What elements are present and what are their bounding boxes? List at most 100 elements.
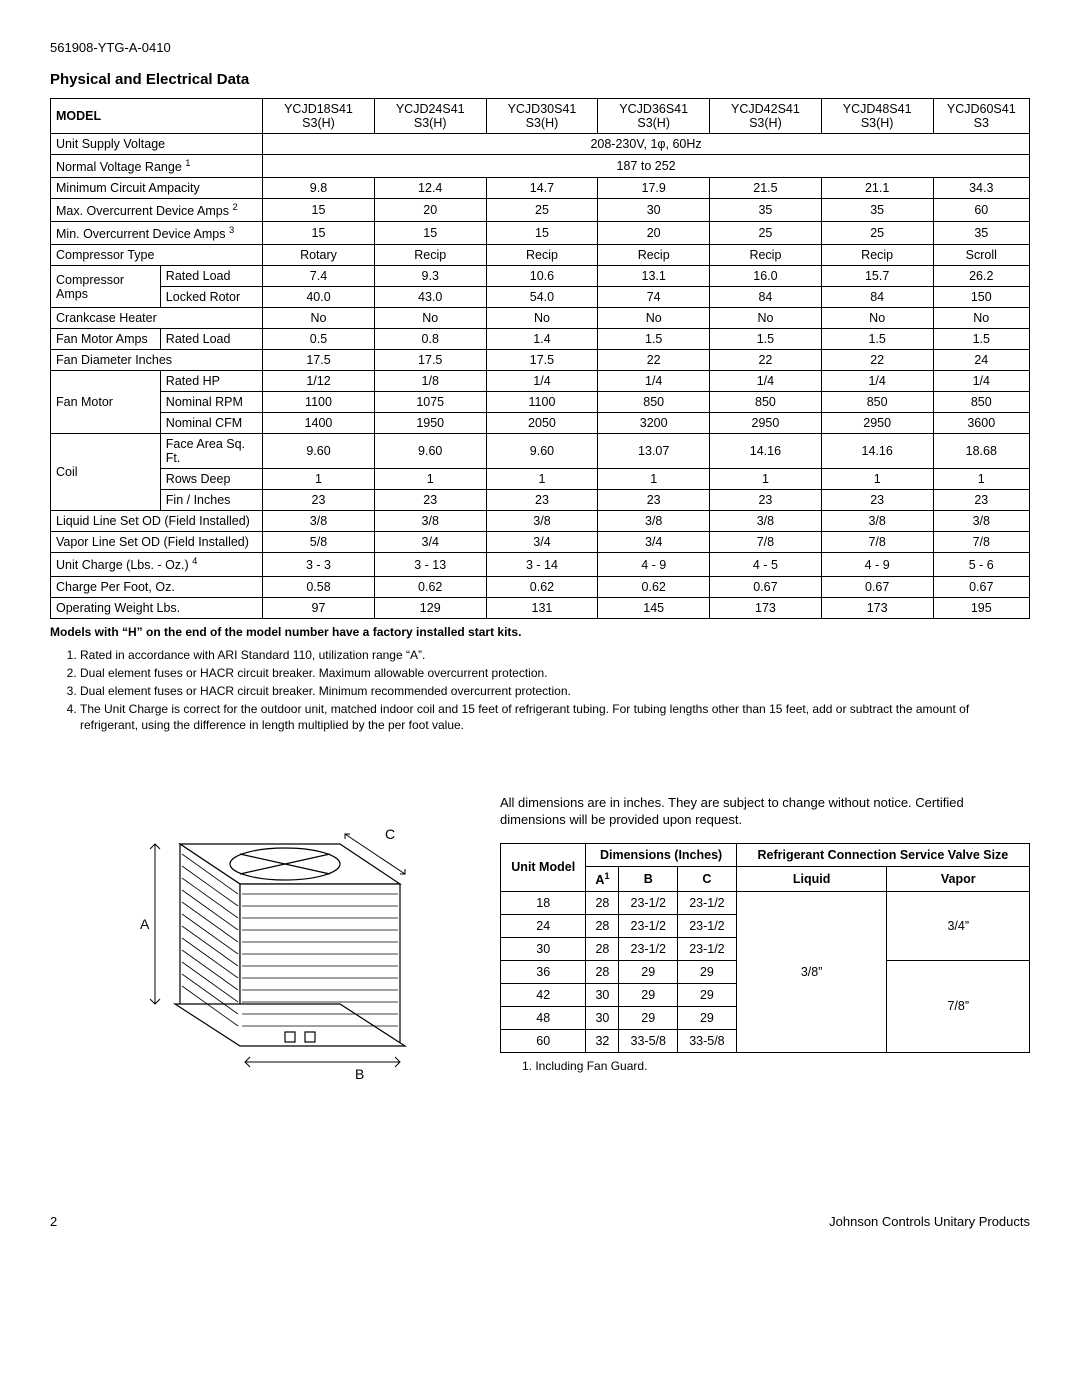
cell: 74	[598, 287, 710, 308]
model-col: YCJD24S41 S3(H)	[374, 99, 486, 134]
cell: 29	[619, 1006, 678, 1029]
row-value: 208-230V, 1φ, 60Hz	[263, 134, 1030, 155]
cell: 42	[501, 983, 586, 1006]
cell: 0.5	[263, 329, 375, 350]
cell: 3/4	[374, 532, 486, 553]
cell: 28	[586, 891, 619, 914]
cell: 23-1/2	[678, 914, 737, 937]
cell: 1/4	[598, 371, 710, 392]
row-sublabel: Rows Deep	[160, 469, 262, 490]
cell: 1	[933, 469, 1029, 490]
cell: 3/8	[821, 511, 933, 532]
cell: 7.4	[263, 266, 375, 287]
dim-header: Liquid	[736, 866, 887, 891]
cell: 4 - 9	[598, 553, 710, 576]
cell: 2050	[486, 413, 598, 434]
cell: 0.8	[374, 329, 486, 350]
cell: 23-1/2	[678, 891, 737, 914]
cell: 23	[821, 490, 933, 511]
dim-a-label: A	[140, 916, 150, 932]
cell: 14.16	[821, 434, 933, 469]
cell: 35	[710, 199, 822, 222]
cell: 28	[586, 914, 619, 937]
cell: 22	[598, 350, 710, 371]
cell: 48	[501, 1006, 586, 1029]
cell: 9.3	[374, 266, 486, 287]
cell: 25	[710, 222, 822, 245]
cell: 33-5/8	[678, 1029, 737, 1052]
row-label: Liquid Line Set OD (Field Installed)	[51, 511, 263, 532]
dimensions-footnote: 1. Including Fan Guard.	[522, 1059, 1030, 1073]
cell: 3/4	[598, 532, 710, 553]
cell: 13.07	[598, 434, 710, 469]
cell: 1	[821, 469, 933, 490]
cell: 3600	[933, 413, 1029, 434]
cell: 4 - 9	[821, 553, 933, 576]
cell: No	[933, 308, 1029, 329]
cell: 1100	[486, 392, 598, 413]
cell: 1.5	[710, 329, 822, 350]
cell: 25	[486, 199, 598, 222]
row-sublabel: Locked Rotor	[160, 287, 262, 308]
dim-header: C	[678, 866, 737, 891]
cell: 9.8	[263, 178, 375, 199]
cell: Recip	[821, 245, 933, 266]
row-label: Operating Weight Lbs.	[51, 597, 263, 618]
cell: 3 - 13	[374, 553, 486, 576]
cell: 3/8	[598, 511, 710, 532]
cell: 30	[586, 983, 619, 1006]
cell: 35	[821, 199, 933, 222]
cell: 29	[619, 983, 678, 1006]
model-header: MODEL	[51, 99, 263, 134]
section-title: Physical and Electrical Data	[50, 71, 1030, 88]
cell: 17.9	[598, 178, 710, 199]
cell: 21.5	[710, 178, 822, 199]
row-sublabel: Nominal CFM	[160, 413, 262, 434]
model-col: YCJD48S41 S3(H)	[821, 99, 933, 134]
dim-header: Unit Model	[501, 843, 586, 891]
cell: 15.7	[821, 266, 933, 287]
footnote: Rated in accordance with ARI Standard 11…	[80, 647, 1030, 663]
row-label: Vapor Line Set OD (Field Installed)	[51, 532, 263, 553]
cell: 36	[501, 960, 586, 983]
cell: 0.62	[598, 576, 710, 597]
cell: 25	[821, 222, 933, 245]
row-sublabel: Rated HP	[160, 371, 262, 392]
row-label: Crankcase Heater	[51, 308, 263, 329]
cell: No	[710, 308, 822, 329]
table-note: Models with “H” on the end of the model …	[50, 625, 1030, 639]
cell: 2950	[710, 413, 822, 434]
cell: 129	[374, 597, 486, 618]
row-label: Fan Motor	[51, 371, 161, 434]
cell: 84	[710, 287, 822, 308]
cell: 18.68	[933, 434, 1029, 469]
cell: No	[821, 308, 933, 329]
cell: 20	[374, 199, 486, 222]
row-label: Fan Motor Amps	[51, 329, 161, 350]
dim-header: B	[619, 866, 678, 891]
company-name: Johnson Controls Unitary Products	[829, 1214, 1030, 1229]
cell: 7/8	[933, 532, 1029, 553]
cell: 54.0	[486, 287, 598, 308]
cell: 1075	[374, 392, 486, 413]
cell: 24	[501, 914, 586, 937]
row-label: Min. Overcurrent Device Amps 3	[51, 222, 263, 245]
cell: 0.58	[263, 576, 375, 597]
cell: 17.5	[374, 350, 486, 371]
cell: 0.62	[486, 576, 598, 597]
cell: 1	[374, 469, 486, 490]
cell: No	[374, 308, 486, 329]
cell: 3/8”	[736, 891, 887, 1052]
cell: 14.16	[710, 434, 822, 469]
cell: 3 - 3	[263, 553, 375, 576]
row-sublabel: Fin / Inches	[160, 490, 262, 511]
dim-header: Refrigerant Connection Service Valve Siz…	[736, 843, 1029, 866]
cell: 0.67	[933, 576, 1029, 597]
cell: 24	[933, 350, 1029, 371]
cell: 850	[598, 392, 710, 413]
cell: 20	[598, 222, 710, 245]
cell: 29	[619, 960, 678, 983]
cell: 3/8	[486, 511, 598, 532]
cell: 29	[678, 1006, 737, 1029]
cell: 2950	[821, 413, 933, 434]
